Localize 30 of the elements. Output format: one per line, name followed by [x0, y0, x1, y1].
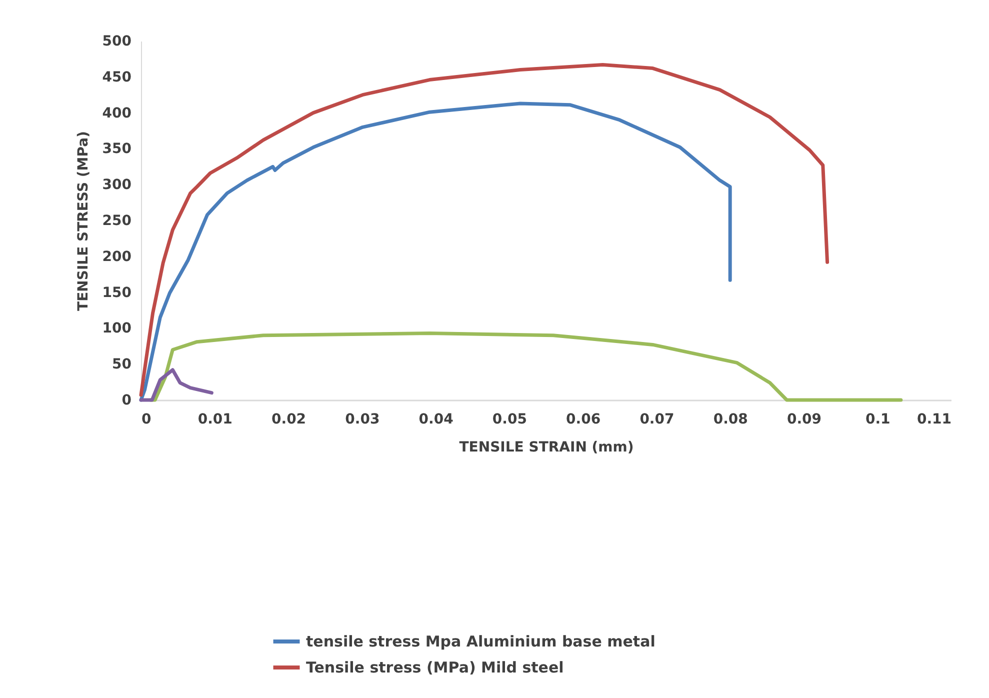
x-tick-label: 0.07	[640, 412, 674, 428]
y-tick-label: 450	[102, 69, 132, 86]
x-tick-label: 0.02	[272, 412, 306, 428]
x-tick-label: 0.06	[566, 412, 601, 428]
x-tick-label: 0.08	[713, 412, 748, 428]
y-tick-label: 0	[122, 392, 132, 408]
y-tick-label: 500	[102, 34, 132, 50]
y-tick-label: 150	[102, 284, 132, 301]
line-series	[139, 368, 214, 402]
x-tick-label: 0.09	[786, 412, 822, 428]
y-tick-label: 200	[102, 248, 132, 265]
x-tick-label: 0.01	[198, 412, 232, 428]
x-axis-title: TENSILE STRAIN (mm)	[459, 440, 634, 456]
legend-label: tensile stress Mpa Aluminium base metal	[306, 632, 656, 650]
legend-label: Tensile stress (MPa) Mild steel	[306, 658, 564, 676]
y-tick-label: 400	[102, 105, 132, 122]
y-tick-label: 50	[112, 356, 132, 373]
y-tick-label: 100	[102, 320, 132, 337]
line-series	[139, 62, 830, 397]
x-tick-label: 0.04	[418, 412, 454, 428]
y-tick-label: 250	[102, 213, 132, 229]
x-tick-label: 0.03	[345, 412, 380, 428]
x-tick-label: 0.05	[492, 412, 527, 428]
y-axis-title: TENSILE STRESS (MPa)	[75, 131, 92, 311]
x-tick-label: 0	[142, 412, 152, 428]
line-series	[139, 102, 732, 402]
x-tick-label: 0.1	[865, 412, 890, 428]
x-tick-label: 0.11	[916, 412, 952, 428]
y-tick-label: 350	[102, 141, 132, 158]
y-tick-label: 300	[102, 177, 132, 194]
